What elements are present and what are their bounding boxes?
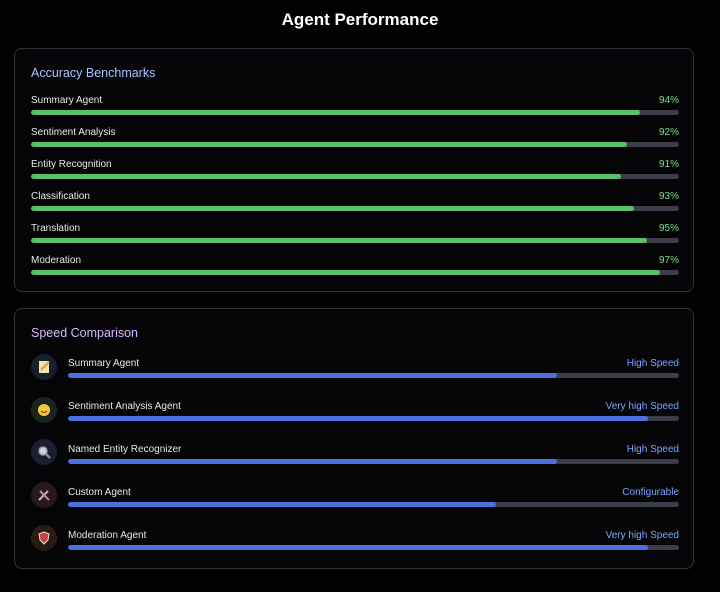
page-title: Agent Performance: [281, 10, 439, 29]
icon: [31, 525, 57, 551]
speed-label: High Speed: [626, 358, 679, 369]
item-label: Moderation: [31, 255, 82, 266]
value-label: 92%: [658, 127, 679, 138]
speed-label: High Speed: [626, 444, 679, 455]
item-label: Entity Recognition: [31, 159, 112, 170]
bar: [31, 174, 621, 179]
item-label: Sentiment Analysis Agent: [68, 401, 181, 412]
bar-track: [68, 459, 679, 464]
value-label: 94%: [658, 95, 679, 106]
bar-track: [31, 238, 679, 243]
accuracy-panel: [14, 48, 694, 292]
item-label: Classification: [31, 191, 90, 202]
bar: [31, 270, 660, 275]
bar: [31, 110, 641, 115]
bar: [68, 459, 557, 464]
speed-label: Very high Speed: [605, 530, 679, 541]
section-title: Accuracy Benchmarks: [31, 66, 156, 80]
icon: [31, 482, 57, 508]
icon: [31, 354, 57, 380]
bar-track: [31, 270, 679, 275]
value-label: 93%: [658, 191, 679, 202]
icon: [31, 439, 57, 465]
bar-track: [31, 206, 679, 211]
item-label: Translation: [31, 223, 81, 234]
value-label: 97%: [658, 255, 679, 266]
bar: [68, 416, 649, 421]
bar-track: [68, 545, 679, 550]
item-label: Summary Agent: [68, 358, 140, 369]
item-label: Summary Agent: [31, 95, 103, 106]
bar-track: [31, 142, 679, 147]
speed-panel: [14, 308, 694, 569]
bar: [31, 206, 634, 211]
icon: [31, 397, 57, 423]
bar-track: [68, 502, 679, 507]
speed-label: Configurable: [622, 487, 679, 498]
section-title: Speed Comparison: [31, 326, 139, 340]
item-label: Sentiment Analysis: [31, 127, 116, 138]
bar: [31, 142, 628, 147]
bar: [68, 502, 496, 507]
bar-track: [31, 110, 679, 115]
item-label: Custom Agent: [68, 487, 131, 498]
bar-track: [31, 174, 679, 179]
value-label: 91%: [658, 159, 679, 170]
bar: [68, 545, 649, 550]
bar: [68, 373, 557, 378]
speed-label: Very high Speed: [605, 401, 679, 412]
bar-track: [68, 373, 679, 378]
bar: [31, 238, 647, 243]
bar-track: [68, 416, 679, 421]
item-label: Named Entity Recognizer: [68, 444, 182, 455]
item-label: Moderation Agent: [68, 530, 147, 541]
value-label: 95%: [658, 223, 679, 234]
